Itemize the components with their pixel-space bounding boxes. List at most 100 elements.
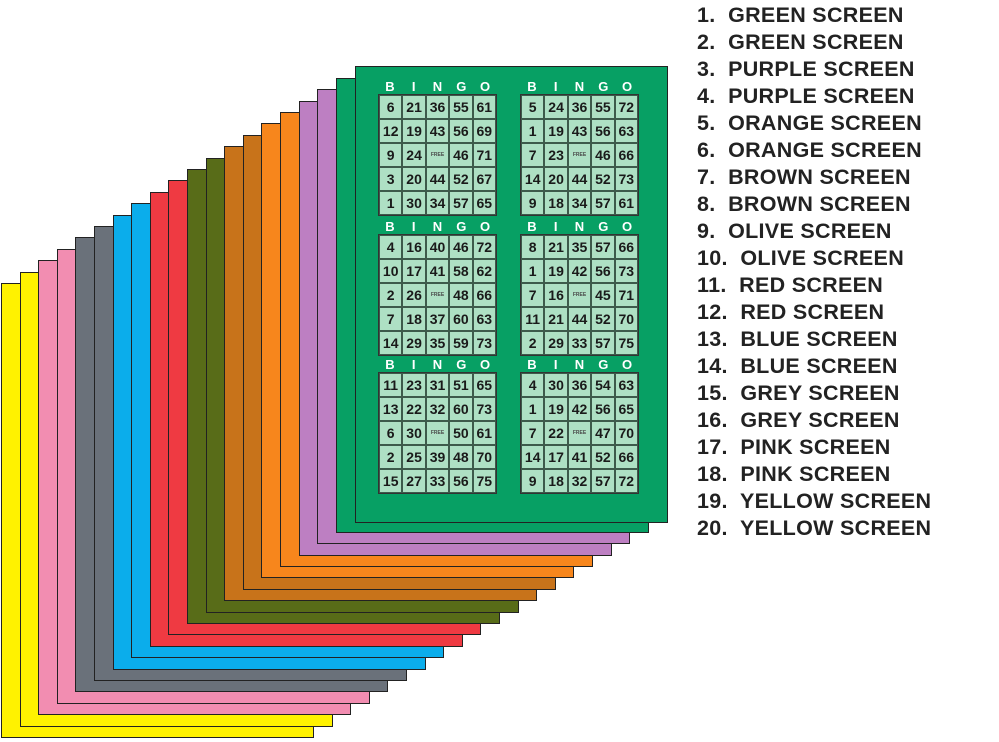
bingo-number-cell: 66 [614, 235, 638, 259]
bingo-number-cell: 36 [567, 95, 592, 119]
bingo-grid: 6 21 36 55 61 12 19 43 56 69 9 24 FREE 46 71 3 20 44 52 67 1… [378, 94, 497, 216]
bingo-letter: B [385, 219, 395, 234]
free-space-logo: FREE [567, 283, 592, 307]
bingo-number-cell: 44 [567, 167, 592, 191]
bingo-number-cell: 73 [472, 397, 496, 421]
bingo-number-cell: 70 [614, 421, 638, 445]
bingo-number-cell: 52 [449, 167, 473, 191]
bingo-number-cell: 67 [472, 167, 496, 191]
bingo-number-cell: 17 [402, 259, 426, 283]
legend-item: 16. GREY SCREEN [697, 408, 900, 432]
bingo-number-cell: 3 [379, 167, 403, 191]
bingo-number-cell: 9 [521, 469, 545, 493]
bingo-number-cell: 23 [402, 373, 426, 397]
bingo-number-cell: 40 [425, 235, 450, 259]
bingo-number-cell: 22 [544, 421, 568, 445]
bingo-letter: N [432, 79, 443, 94]
bingo-number-cell: 57 [591, 469, 615, 493]
bingo-number-cell: 46 [591, 143, 615, 167]
bingo-number-cell: 16 [402, 235, 426, 259]
bingo-number-cell: 39 [425, 445, 450, 469]
screen-color-legend: 1. GREEN SCREEN 2. GREEN SCREEN 3. PURPLE … [697, 2, 931, 542]
bingo-number-cell: 56 [591, 259, 615, 283]
bingo-number-cell: 41 [567, 445, 592, 469]
bingo-number-cell: 2 [379, 445, 403, 469]
bingo-number-cell: 48 [449, 445, 473, 469]
bingo-number-cell: 55 [591, 95, 615, 119]
bingo-number-cell: 29 [402, 331, 426, 355]
legend-item: 17. PINK SCREEN [697, 435, 891, 459]
bingo-number-cell: 37 [425, 307, 450, 331]
bingo-number-cell: 18 [402, 307, 426, 331]
bingo-number-cell: 25 [402, 445, 426, 469]
bingo-number-cell: 11 [379, 373, 403, 397]
bingo-number-cell: 7 [379, 307, 403, 331]
bingo-number-cell: 73 [614, 167, 638, 191]
bingo-letter: B [527, 357, 537, 372]
bingo-number-cell: 21 [544, 235, 568, 259]
bingo-number-cell: 7 [521, 421, 545, 445]
bingo-number-cell: 31 [425, 373, 450, 397]
legend-item: 9. OLIVE SCREEN [697, 219, 892, 243]
bingo-number-cell: 14 [521, 445, 545, 469]
bingo-letter: I [411, 219, 416, 234]
legend-item: 13. BLUE SCREEN [697, 327, 898, 351]
bingo-number-cell: 32 [425, 397, 450, 421]
bingo-number-cell: 55 [449, 95, 473, 119]
bingo-number-cell: 32 [567, 469, 592, 493]
bingo-number-cell: 44 [425, 167, 450, 191]
legend-item: 14. BLUE SCREEN [697, 354, 898, 378]
bingo-letter: N [432, 219, 443, 234]
bingo-number-cell: 18 [544, 469, 568, 493]
bingo-letter: O [622, 219, 633, 234]
legend-item: 18. PINK SCREEN [697, 462, 891, 486]
bingo-letter: G [456, 357, 467, 372]
bingo-number-cell: 73 [614, 259, 638, 283]
bingo-number-cell: 16 [544, 283, 568, 307]
bingo-number-cell: 18 [544, 191, 568, 215]
bingo-letter: I [553, 79, 558, 94]
bingo-number-cell: 66 [614, 143, 638, 167]
bingo-number-cell: 57 [591, 331, 615, 355]
legend-item: 1. GREEN SCREEN [697, 3, 904, 27]
bingo-number-cell: 52 [591, 167, 615, 191]
bingo-number-cell: 69 [472, 119, 496, 143]
bingo-number-cell: 45 [591, 283, 615, 307]
bingo-number-cell: 42 [567, 259, 592, 283]
bingo-number-cell: 22 [402, 397, 426, 421]
free-space-logo: FREE [425, 421, 450, 445]
bingo-number-cell: 57 [591, 191, 615, 215]
bingo-number-cell: 41 [425, 259, 450, 283]
bingo-number-cell: 61 [472, 421, 496, 445]
bingo-number-cell: 13 [379, 397, 403, 421]
bingo-number-cell: 33 [425, 469, 450, 493]
bingo-number-cell: 7 [521, 143, 545, 167]
bingo-letter: O [480, 357, 491, 372]
bingo-letter: G [598, 79, 609, 94]
bingo-letter: B [385, 357, 395, 372]
bingo-number-cell: 63 [472, 307, 496, 331]
bingo-number-cell: 71 [472, 143, 496, 167]
bingo-number-cell: 66 [472, 283, 496, 307]
legend-item: 15. GREY SCREEN [697, 381, 900, 405]
bingo-number-cell: 21 [402, 95, 426, 119]
bingo-letter: G [598, 219, 609, 234]
bingo-number-cell: 61 [614, 191, 638, 215]
bingo-grid: 11 23 31 51 65 13 22 32 60 73 6 30 FREE 50 61 2 25 39 48 70… [378, 372, 497, 494]
bingo-number-cell: 4 [521, 373, 545, 397]
bingo-number-cell: 2 [379, 283, 403, 307]
bingo-number-cell: 71 [614, 283, 638, 307]
bingo-number-cell: 1 [521, 397, 545, 421]
bingo-number-cell: 51 [449, 373, 473, 397]
bingo-letter: I [411, 79, 416, 94]
bingo-number-cell: 52 [591, 307, 615, 331]
bingo-number-cell: 34 [425, 191, 450, 215]
bingo-number-cell: 19 [544, 397, 568, 421]
legend-item: 3. PURPLE SCREEN [697, 57, 915, 81]
free-space-logo: FREE [567, 143, 592, 167]
bingo-number-cell: 9 [379, 143, 403, 167]
bingo-number-cell: 15 [379, 469, 403, 493]
